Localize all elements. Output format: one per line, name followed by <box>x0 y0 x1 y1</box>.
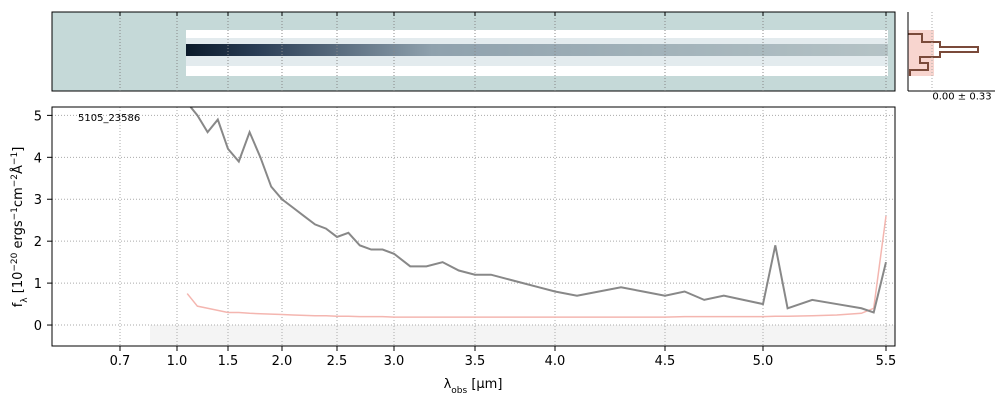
label-part: −2 <box>10 174 20 187</box>
x-tick-label: 0.7 <box>110 354 131 369</box>
y-tick-label: 4 <box>34 151 42 166</box>
spectrum-line <box>189 107 887 314</box>
label-part: Å <box>10 165 26 174</box>
x-tick-label: 3.0 <box>384 354 405 369</box>
label-part: −20 <box>10 252 20 271</box>
object-label: 5105_23586 <box>78 113 140 124</box>
label-part: [μm] <box>467 377 502 392</box>
y-tick-label: 3 <box>34 193 42 208</box>
y-axis-label: fλ [10−20 ergs−1cm−2Å−1] <box>10 147 30 308</box>
label-part: cm <box>11 187 26 207</box>
label-part: [10 <box>11 272 26 298</box>
side-label: 0.00 ± 0.33 <box>932 91 991 102</box>
y-tick-label: 2 <box>34 235 42 250</box>
side-histogram: 0.00 ± 0.33 <box>907 12 995 102</box>
label-part: λ <box>444 377 452 392</box>
x-tick-label: 1.0 <box>167 354 188 369</box>
grid <box>52 12 895 346</box>
y-tick-label: 0 <box>34 319 42 334</box>
zero-band <box>150 325 895 346</box>
x-tick-label: 3.5 <box>465 354 486 369</box>
plot-area <box>186 107 887 318</box>
x-tick-label: 2.0 <box>272 354 293 369</box>
label-part: ] <box>11 147 26 152</box>
spectrum-line <box>186 215 887 318</box>
x-tick-label: 4.5 <box>655 354 676 369</box>
x-tick-label: 5.0 <box>753 354 774 369</box>
y-tick-label: 5 <box>34 109 42 124</box>
x-tick-label: 1.5 <box>218 354 239 369</box>
label-part: −1 <box>10 152 20 165</box>
label-part: obs <box>451 386 467 396</box>
label-part: ergs <box>11 220 26 252</box>
spectrum-2d <box>51 11 896 92</box>
label-part: λ <box>20 297 30 303</box>
x-axis-label: λobs [μm] <box>444 377 503 396</box>
x-tick-label: 5.5 <box>876 354 897 369</box>
x-tick-label: 2.5 <box>327 354 348 369</box>
y-tick-label: 1 <box>34 277 42 292</box>
axes-frame <box>51 106 896 347</box>
label-part: −1 <box>10 207 20 220</box>
x-tick-label: 4.0 <box>545 354 566 369</box>
label-part: f <box>11 302 26 307</box>
